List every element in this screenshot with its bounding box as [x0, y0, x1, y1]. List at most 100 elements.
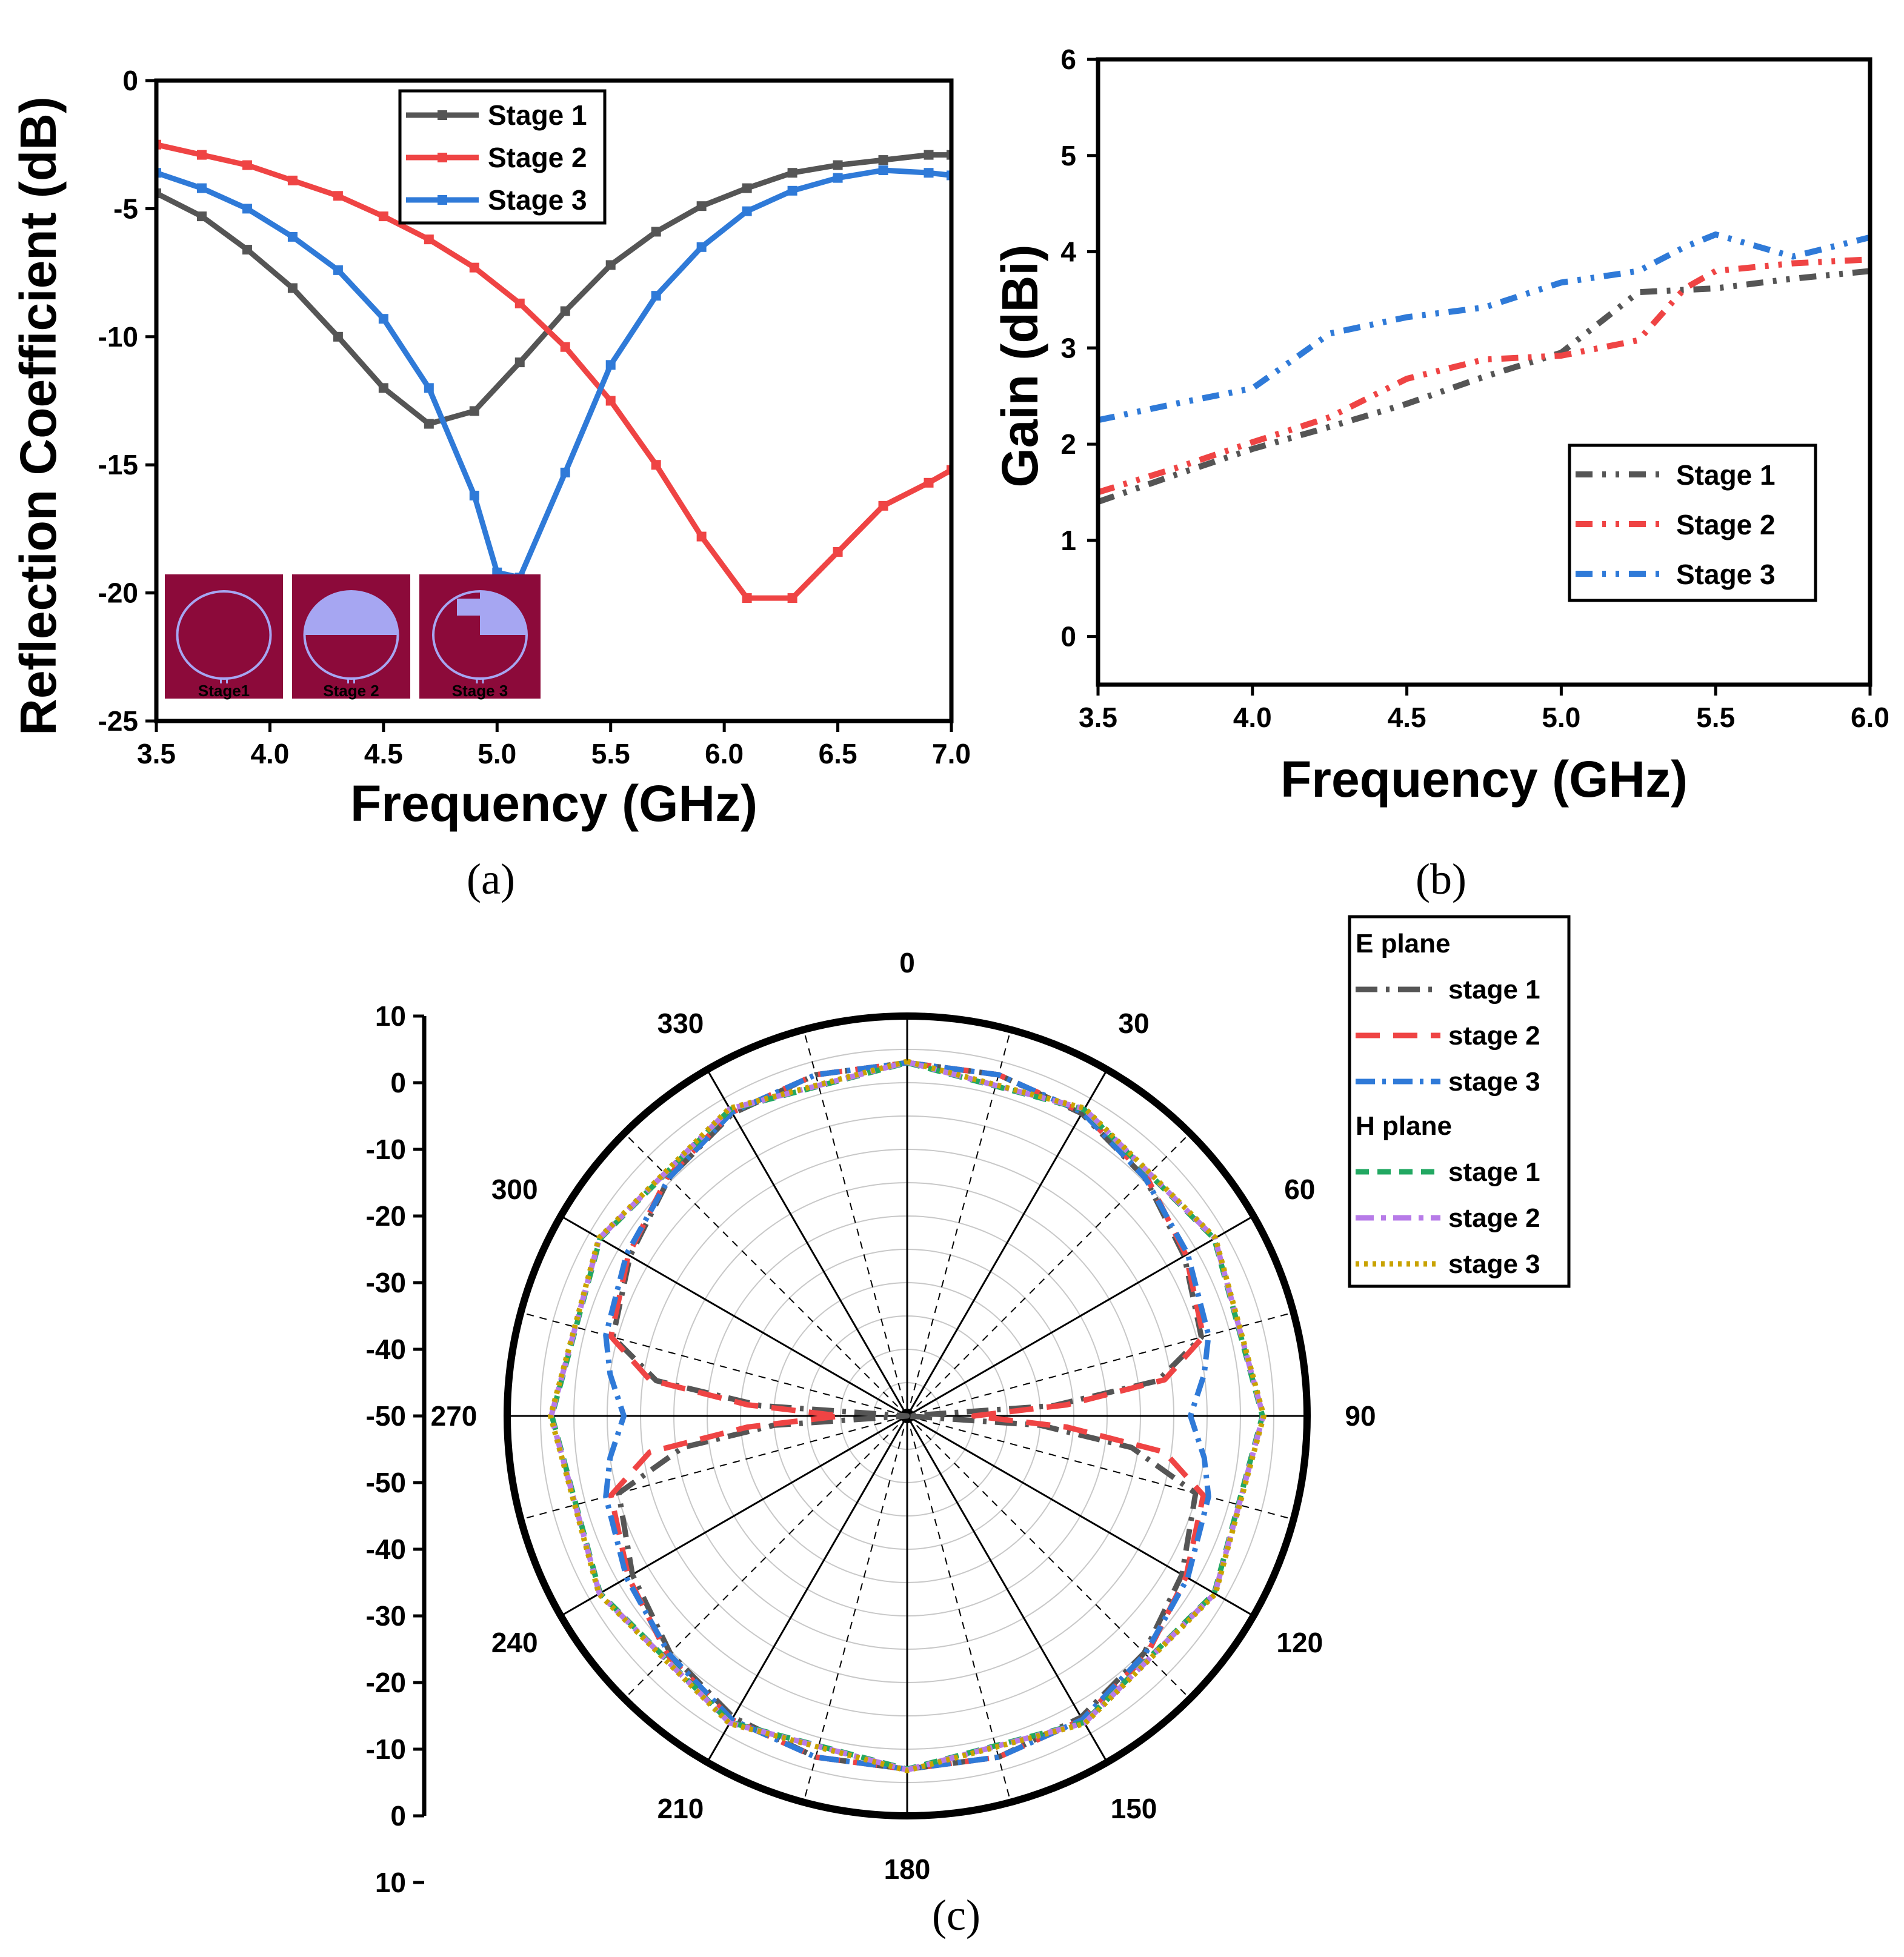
reflection-point-stage-2	[469, 262, 479, 273]
polar-angle-label: 30	[1118, 1008, 1149, 1039]
reflection-point-stage-1	[651, 227, 661, 237]
panel-a-ytick-label: -15	[98, 449, 138, 480]
reflection-point-stage-2	[242, 160, 252, 170]
polar-legend-label-h-stage-2: stage 2	[1448, 1203, 1540, 1233]
polar-outer-ring	[504, 1012, 1311, 1819]
panel-b-ytick-label: 4	[1060, 236, 1076, 268]
panel-a-xtick-label: 7.0	[932, 738, 971, 769]
polar-spoke-minor	[803, 1029, 908, 1417]
reflection-point-stage-1	[287, 283, 298, 293]
reflection-point-stage-1	[514, 357, 525, 368]
reflection-point-stage-1	[378, 383, 388, 393]
polar-radial-scale-label: -40	[366, 1533, 406, 1565]
gain-legend-label-stage-2: Stage 2	[1676, 509, 1776, 540]
antenna-label-stage-1: Stage1	[198, 682, 250, 700]
reflection-point-stage-2	[787, 593, 797, 603]
reflection-point-stage-1	[333, 331, 343, 342]
reflection-point-stage-2	[333, 191, 343, 201]
polar-radial-scale-label: 0	[390, 1067, 406, 1098]
polar-spoke-major	[907, 1215, 1254, 1417]
reflection-point-stage-3	[287, 231, 298, 242]
antenna-substrate-stage-1	[165, 574, 283, 699]
reflection-series-stage-2	[156, 139, 951, 603]
polar-radial-scale-label: 10	[375, 1867, 406, 1898]
polar-angle-label: 210	[657, 1793, 704, 1824]
panel-a-ytick-label: -5	[113, 193, 138, 224]
polar-radial-scale-label: -30	[366, 1600, 406, 1632]
panel-a-xtick-label: 5.0	[478, 738, 516, 769]
panel-a-legend: Stage 1 Stage 2 Stage 3	[398, 89, 607, 225]
reflection-point-stage-3	[742, 206, 752, 216]
panel-a-xtick-label: 4.5	[364, 738, 403, 769]
reflection-point-stage-3	[156, 168, 161, 178]
polar-spoke-minor	[907, 1132, 1191, 1417]
panel-a-reflection-chart: 3.5 4.0 4.5 5.0 5.5 6.0 6.5 7.0 0 -5 -10 -15 -20 -25 F…	[10, 65, 971, 903]
polar-legend-label-h-stage-1: stage 1	[1448, 1157, 1540, 1187]
polar-spoke-major	[906, 1069, 1108, 1417]
panel-b-xtick-label: 5.5	[1696, 702, 1735, 733]
reflection-point-stage-2	[696, 531, 707, 542]
panel-b-xtick-label: 5.0	[1542, 702, 1580, 733]
polar-angle-label: 180	[884, 1853, 931, 1885]
panel-b-x-axis-title: Frequency (GHz)	[1280, 751, 1688, 808]
reflection-point-stage-2	[560, 342, 570, 352]
panel-a-ytick-label: -20	[98, 577, 138, 609]
antenna-ring-stage-1	[176, 590, 272, 680]
reflection-point-stage-3	[696, 242, 707, 252]
polar-spoke-major	[906, 1415, 1108, 1763]
panel-a-ytick-label: 0	[122, 65, 138, 96]
polar-legend-group-h-plane: H plane	[1356, 1111, 1452, 1141]
reflection-point-stage-2	[287, 175, 298, 185]
polar-radial-scale-label: -10	[366, 1733, 406, 1765]
polar-angle-label: 300	[491, 1174, 538, 1205]
polar-angle-label: 330	[657, 1008, 704, 1039]
panel-b-xtick-label: 4.0	[1233, 702, 1272, 733]
reflection-point-stage-3	[787, 185, 797, 196]
polar-radial-scale-label: -20	[366, 1200, 406, 1232]
polar-spoke-minor	[624, 1132, 908, 1417]
panel-b-ytick-label: 6	[1060, 44, 1076, 75]
reflection-point-stage-3	[947, 170, 951, 181]
reflection-point-stage-2	[742, 593, 752, 603]
gain-line-stage-3	[1097, 231, 1871, 424]
panel-a-plot-frame	[154, 78, 954, 723]
reflection-point-stage-2	[833, 547, 843, 557]
reflection-point-stage-2	[424, 234, 434, 245]
panel-a-xtick-label: 4.0	[250, 738, 289, 769]
reflection-point-stage-3	[605, 360, 616, 370]
reflection-point-stage-2	[924, 477, 934, 488]
polar-radial-scale-label: 10	[375, 1000, 406, 1032]
reflection-point-stage-1	[742, 183, 752, 193]
panel-c-caption: (c)	[932, 1891, 980, 1939]
polar-spoke-major	[560, 1215, 908, 1417]
panel-b-ytick-label: 3	[1060, 332, 1076, 364]
polar-pattern-e-plane-stage-1	[610, 1060, 1205, 1772]
polar-radial-scale-label: -50	[366, 1400, 406, 1432]
reflection-point-stage-3	[333, 265, 343, 275]
panel-a-xtick-label: 6.0	[705, 738, 744, 769]
panel-b-ytick-label: 1	[1060, 525, 1076, 556]
panel-a-xtick-label: 6.5	[819, 738, 857, 769]
panel-b-y-axis-title: Gain (dBi)	[991, 244, 1048, 487]
panel-a-x-axis-title: Frequency (GHz)	[350, 775, 757, 832]
polar-spoke-major	[560, 1415, 908, 1617]
polar-spoke-minor	[521, 1312, 908, 1417]
panel-a-caption: (a)	[467, 855, 515, 903]
polar-legend-group-e-plane: E plane	[1356, 929, 1451, 959]
reflection-point-stage-1	[469, 406, 479, 416]
gain-line-stage-1	[1097, 268, 1871, 505]
polar-radial-scale-label: -50	[366, 1467, 406, 1498]
panel-b-ytick-label: 2	[1060, 428, 1076, 460]
reflection-point-stage-3	[469, 490, 479, 500]
legend-label-stage-2: Stage 2	[488, 142, 587, 173]
panel-c-legend: E plane H plane stage 1 stage 2 stage 3 stage…	[1348, 915, 1571, 1288]
polar-radial-scale-label: -40	[366, 1334, 406, 1365]
polar-spoke-minor	[907, 1415, 1294, 1520]
reflection-point-stage-2	[514, 298, 525, 308]
legend-marker-stage-1	[438, 110, 447, 120]
panel-a-y-axis-title: Reflection Coefficient (dB)	[10, 96, 67, 736]
polar-legend-label-h-stage-3: stage 3	[1448, 1249, 1540, 1279]
reflection-point-stage-1	[833, 160, 843, 170]
polar-spoke-major	[706, 1069, 908, 1417]
